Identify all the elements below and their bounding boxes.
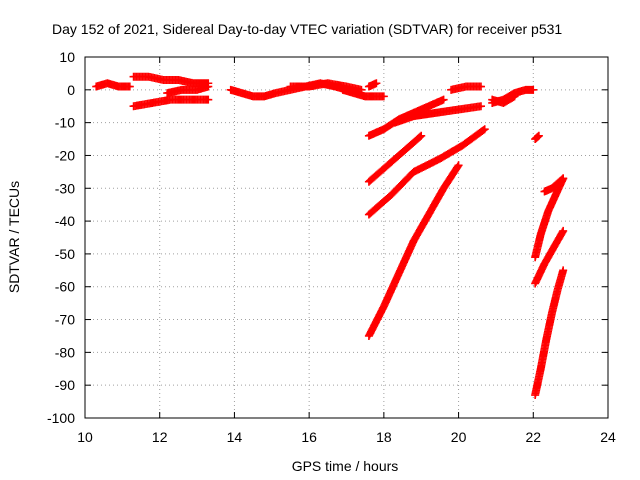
x-tick-label: 18	[376, 429, 392, 445]
series-track-13	[364, 161, 463, 340]
x-tick-label: 12	[152, 429, 168, 445]
data-point	[379, 92, 388, 101]
data-point	[559, 174, 568, 183]
y-tick-label: -90	[55, 377, 75, 393]
data-point	[204, 95, 213, 104]
data-point	[510, 92, 519, 101]
series-track-11	[364, 131, 426, 186]
y-tick-label: -40	[55, 213, 75, 229]
data-points	[92, 72, 568, 400]
x-axis-label: GPS time / hours	[292, 458, 399, 474]
x-tick-label: 24	[600, 429, 616, 445]
y-tick-label: -80	[55, 344, 75, 360]
series-track-14	[447, 82, 485, 94]
series-track-21	[531, 266, 568, 400]
x-tick-label: 14	[227, 429, 243, 445]
data-point	[417, 131, 426, 140]
series-track-20	[531, 226, 568, 288]
x-tick-label: 22	[525, 429, 541, 445]
y-tick-label: -50	[55, 246, 75, 262]
series-track-17	[531, 131, 543, 144]
data-point	[372, 79, 381, 88]
data-point	[480, 125, 489, 134]
series-track-6	[286, 79, 366, 94]
y-tick-label: 10	[59, 49, 75, 65]
data-point	[125, 82, 134, 91]
series-track-3	[129, 95, 213, 111]
data-point	[559, 266, 568, 275]
chart-title: Day 152 of 2021, Sidereal Day-to-day VTE…	[52, 21, 562, 37]
data-point	[416, 132, 425, 141]
y-tick-label: -30	[55, 180, 75, 196]
series-track-10	[391, 102, 485, 127]
x-tick-label: 20	[451, 429, 467, 445]
series-track-7	[338, 85, 388, 101]
data-point	[529, 85, 538, 94]
series-track-18	[531, 174, 568, 262]
y-tick-label: -10	[55, 115, 75, 131]
axis-ticks: 10 12 14 16 18 20 22 24 10 0 -10 -20 -30 -40 -50 -60 -70…	[47, 49, 616, 445]
y-axis-label: SDTVAR / TECUs	[6, 181, 22, 293]
data-point	[534, 131, 543, 140]
y-tick-label: -70	[55, 312, 75, 328]
y-tick-label: -100	[47, 410, 75, 426]
plot-frame	[84, 56, 609, 419]
y-tick-label: -60	[55, 279, 75, 295]
data-point	[479, 126, 488, 135]
grid	[85, 57, 608, 418]
series-track-12	[364, 125, 489, 219]
series-track-8	[364, 79, 381, 91]
x-tick-label: 16	[301, 429, 317, 445]
data-point	[559, 226, 568, 235]
data-point	[439, 95, 448, 104]
data-point	[476, 82, 485, 91]
series-track-4	[163, 82, 213, 98]
series-track-19	[540, 174, 568, 196]
data-point	[558, 175, 567, 184]
data-point	[454, 161, 463, 170]
data-point	[453, 162, 462, 171]
data-point	[533, 132, 542, 141]
series-track-16	[488, 92, 519, 107]
x-tick-label: 10	[77, 429, 93, 445]
data-point	[204, 82, 213, 91]
series-track-1	[92, 79, 134, 91]
y-tick-label: -20	[55, 147, 75, 163]
y-tick-label: 0	[67, 82, 75, 98]
data-point	[476, 102, 485, 111]
data-point	[533, 133, 542, 142]
